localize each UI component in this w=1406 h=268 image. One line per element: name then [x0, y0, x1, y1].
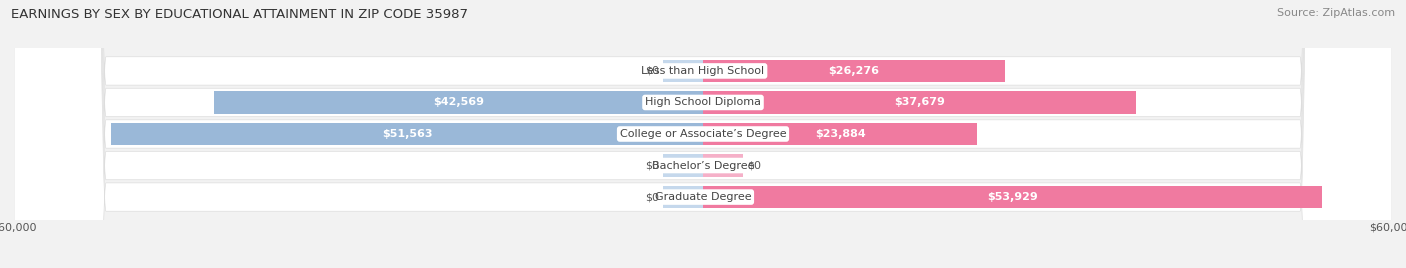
Bar	[662, 59, 703, 82]
Text: Source: ZipAtlas.com: Source: ZipAtlas.com	[1277, 8, 1395, 18]
Bar	[662, 186, 703, 209]
Text: $0: $0	[747, 161, 761, 170]
Text: $0: $0	[645, 66, 659, 76]
Bar	[703, 154, 744, 177]
Text: Less than High School: Less than High School	[641, 66, 765, 76]
Bar	[214, 91, 703, 114]
FancyBboxPatch shape	[14, 0, 1392, 268]
Bar	[703, 91, 1136, 114]
Bar	[703, 186, 1322, 209]
FancyBboxPatch shape	[14, 0, 1392, 268]
Text: High School Diploma: High School Diploma	[645, 98, 761, 107]
Text: $26,276: $26,276	[828, 66, 879, 76]
FancyBboxPatch shape	[14, 0, 1392, 268]
Bar	[111, 123, 703, 145]
Text: Bachelor’s Degree: Bachelor’s Degree	[652, 161, 754, 170]
Text: $37,679: $37,679	[894, 98, 945, 107]
Bar	[662, 154, 703, 177]
Text: EARNINGS BY SEX BY EDUCATIONAL ATTAINMENT IN ZIP CODE 35987: EARNINGS BY SEX BY EDUCATIONAL ATTAINMEN…	[11, 8, 468, 21]
Text: $42,569: $42,569	[433, 98, 484, 107]
FancyBboxPatch shape	[14, 0, 1392, 268]
Text: Graduate Degree: Graduate Degree	[655, 192, 751, 202]
Text: $53,929: $53,929	[987, 192, 1038, 202]
Text: $0: $0	[645, 192, 659, 202]
Bar	[703, 59, 1005, 82]
Text: $51,563: $51,563	[381, 129, 432, 139]
Text: $0: $0	[645, 161, 659, 170]
Text: $23,884: $23,884	[814, 129, 866, 139]
Text: College or Associate’s Degree: College or Associate’s Degree	[620, 129, 786, 139]
FancyBboxPatch shape	[14, 0, 1392, 268]
Bar	[703, 123, 977, 145]
